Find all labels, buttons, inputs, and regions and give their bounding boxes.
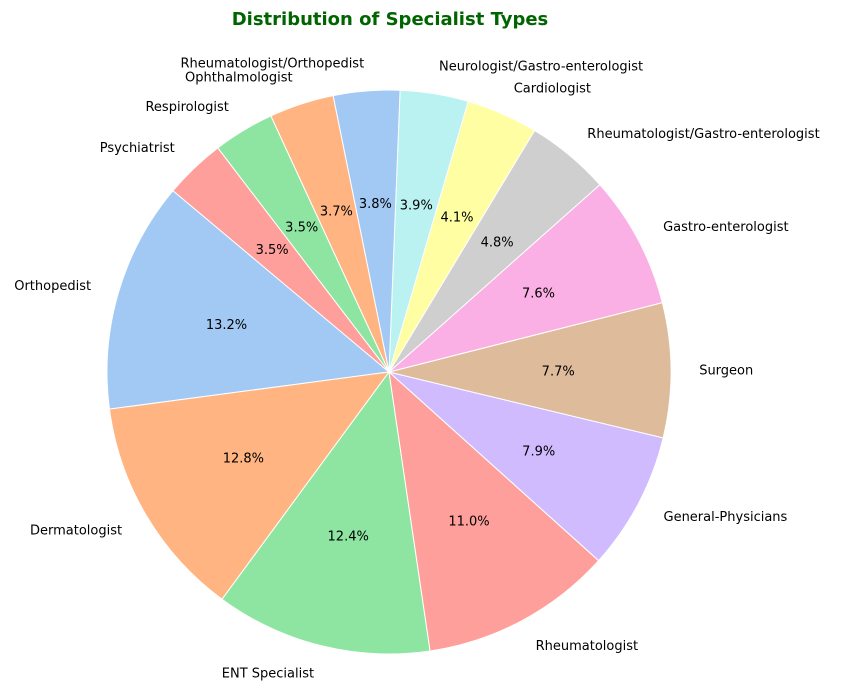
slice-percentage-label: 3.7% bbox=[320, 205, 353, 220]
slice-percentage-label: 4.1% bbox=[440, 211, 473, 226]
slice-percentage-label: 12.8% bbox=[223, 452, 264, 467]
pie-slice bbox=[388, 371, 664, 562]
slice-category-label: Respirologist bbox=[145, 100, 228, 115]
pie-slice bbox=[108, 371, 391, 600]
slice-category-label: Gastro-enterologist bbox=[663, 220, 789, 235]
chart-title: Distribution of Specialist Types bbox=[232, 9, 549, 30]
slice-percentage-label: 3.9% bbox=[400, 199, 433, 214]
category-labels: Orthopedist Dermatologist ENT Specialist Rh… bbox=[14, 56, 819, 681]
slice-category-label: Orthopedist bbox=[14, 279, 91, 294]
slice-percentage-label: 7.9% bbox=[522, 444, 555, 459]
pie-slices bbox=[106, 89, 672, 655]
slice-category-label: Rheumatologist/Orthopedist bbox=[180, 56, 364, 71]
slice-category-label: General-Physicians bbox=[664, 510, 788, 525]
pie-slice bbox=[172, 147, 390, 373]
pie-slice bbox=[388, 302, 672, 439]
slice-category-label: Rheumatologist bbox=[536, 639, 639, 654]
slice-percentage-label: 12.4% bbox=[328, 530, 369, 545]
slice-percentage-label: 4.8% bbox=[481, 235, 514, 250]
percentage-labels: 13.2% 12.8% 12.4% 11.0% 7.9% 7.7% 7.6% 4.8% 4.1%… bbox=[206, 197, 575, 545]
slice-category-label: Surgeon bbox=[699, 364, 753, 379]
slice-percentage-label: 11.0% bbox=[448, 515, 489, 530]
slice-percentage-label: 3.8% bbox=[359, 197, 392, 212]
slice-category-label: Psychiatrist bbox=[100, 141, 175, 156]
slice-percentage-label: 13.2% bbox=[206, 318, 247, 333]
slice-percentage-label: 7.6% bbox=[522, 286, 555, 301]
slice-category-label: Ophthalmologist bbox=[185, 71, 293, 86]
slice-category-label: Dermatologist bbox=[30, 524, 122, 539]
pie-slice bbox=[388, 370, 600, 652]
slice-percentage-label: 3.5% bbox=[285, 221, 318, 236]
slice-percentage-label: 7.7% bbox=[542, 364, 575, 379]
pie-slice bbox=[388, 183, 663, 373]
slice-percentage-label: 3.5% bbox=[256, 243, 289, 258]
slice-category-label: Neurologist/Gastro-enterologist bbox=[439, 59, 643, 74]
pie-slice bbox=[106, 190, 391, 410]
slice-category-label: Cardiologist bbox=[514, 81, 591, 96]
slice-category-label: Rheumatologist/Gastro-enterologist bbox=[587, 127, 819, 142]
pie-slice bbox=[221, 370, 431, 655]
slice-category-label: ENT Specialist bbox=[222, 667, 314, 682]
